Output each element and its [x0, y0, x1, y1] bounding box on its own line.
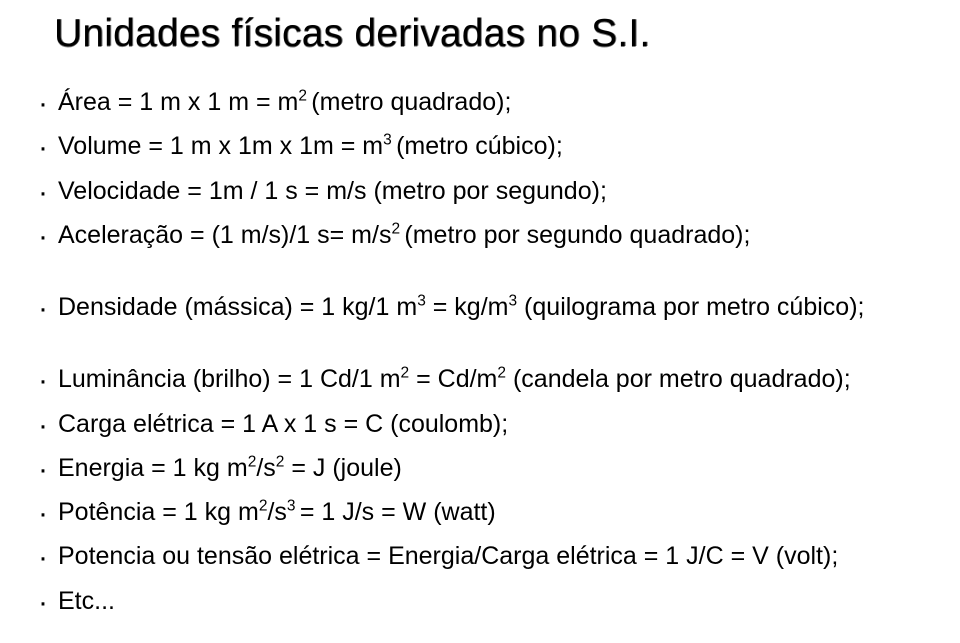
list-item: Energia = 1 kg m2/s2 = J (joule)	[36, 450, 924, 486]
list-item: Área = 1 m x 1 m = m2 (metro quadrado);	[36, 84, 924, 120]
list-item: Velocidade = 1m / 1 s = m/s (metro por s…	[36, 173, 924, 209]
slide: Unidades físicas derivadas no S.I. Área …	[0, 0, 960, 619]
list-item: Luminância (brilho) = 1 Cd/1 m2 = Cd/m2 …	[36, 361, 924, 397]
list-item: Aceleração = (1 m/s)/1 s= m/s2 (metro po…	[36, 217, 924, 253]
list-item: Volume = 1 m x 1m x 1m = m3 (metro cúbic…	[36, 128, 924, 164]
slide-title: Unidades físicas derivadas no S.I.	[54, 12, 924, 56]
list-item: Carga elétrica = 1 A x 1 s = C (coulomb)…	[36, 406, 924, 442]
list-item: Densidade (mássica) = 1 kg/1 m3 = kg/m3 …	[36, 289, 924, 325]
list-item: Potência = 1 kg m2/s3 = 1 J/s = W (watt)	[36, 494, 924, 530]
list-item: Etc...	[36, 583, 924, 619]
list-item: Potencia ou tensão elétrica = Energia/Ca…	[36, 538, 924, 574]
list-gap	[36, 333, 924, 361]
content-list: Área = 1 m x 1 m = m2 (metro quadrado); V…	[36, 84, 924, 619]
list-gap	[36, 261, 924, 289]
